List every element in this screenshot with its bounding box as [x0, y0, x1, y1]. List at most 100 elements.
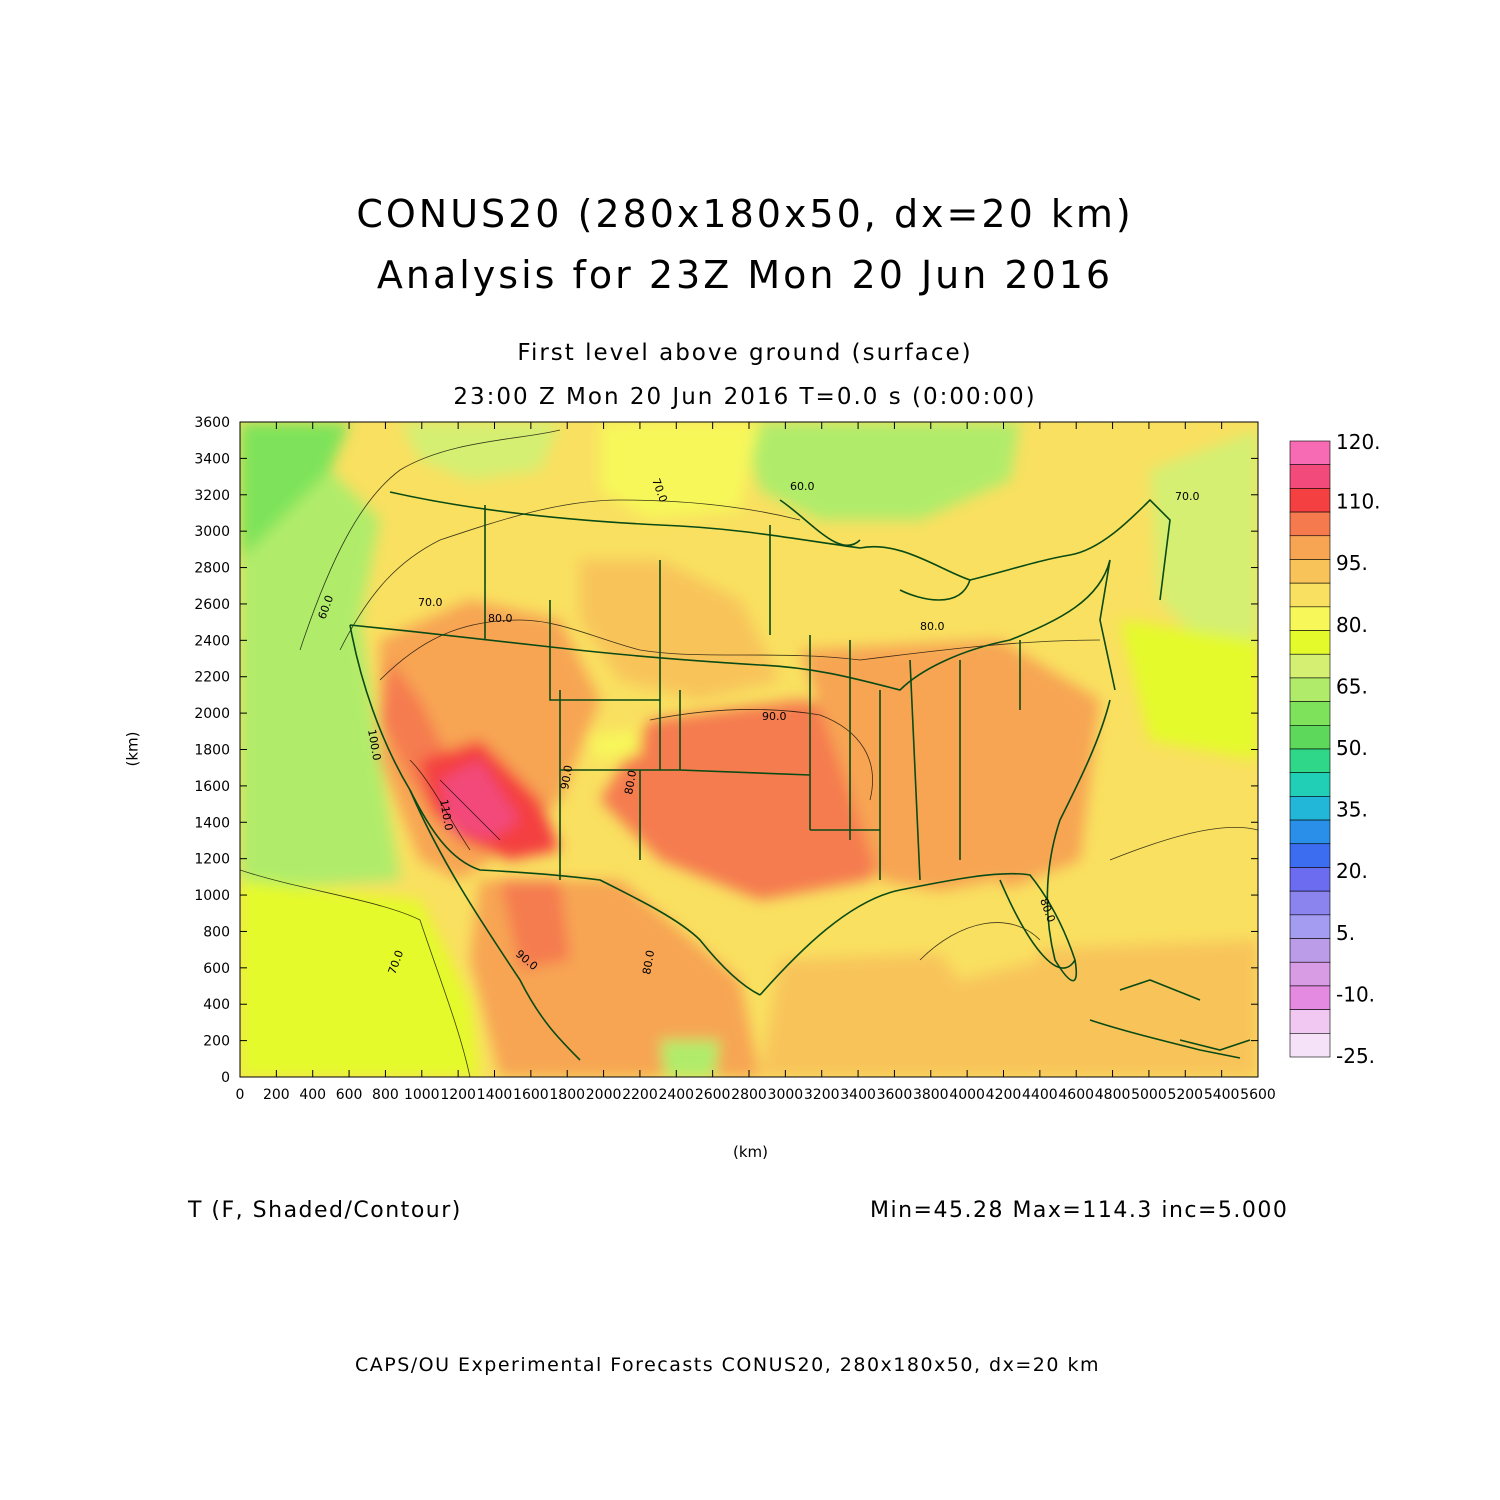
contour-label-80-mexico: 80.0	[640, 949, 657, 975]
colorbar-label: 5.	[1336, 921, 1355, 945]
subtitle-time: 23:00 Z Mon 20 Jun 2016 T=0.0 s (0:00:00…	[453, 384, 1037, 410]
colorbar-swatch	[1289, 914, 1331, 939]
y-axis-unit: (km)	[123, 731, 142, 767]
contour-atlantic	[1109, 827, 1258, 861]
x-tick-label: 200	[263, 1087, 290, 1103]
variable-label: T (F, Shaded/Contour)	[188, 1198, 462, 1223]
y-tick-label: 2000	[194, 706, 230, 722]
x-tick-label: 3000	[768, 1087, 804, 1103]
florida	[999, 879, 1076, 969]
contour-label-80-rockies: 80.0	[622, 769, 639, 795]
contour-label-70-west: 70.0	[418, 596, 443, 609]
x-tick-label: 400	[299, 1087, 326, 1103]
contour-70	[339, 499, 801, 651]
cuba	[1089, 1019, 1241, 1059]
contour-70-south	[240, 869, 471, 1077]
colorbar-swatch	[1289, 511, 1331, 537]
y-tick-label: 1200	[194, 852, 230, 868]
x-tick-label: 1600	[513, 1087, 549, 1103]
x-tick-label: 1400	[477, 1087, 513, 1103]
field-colorado-rockies	[590, 730, 640, 760]
title-line-1: CONUS20 (280x180x50, dx=20 km)	[356, 192, 1134, 236]
contour-60	[299, 429, 561, 651]
x-tick-label: 5400	[1204, 1087, 1240, 1103]
contour-label-70-east: 70.0	[1175, 490, 1200, 503]
y-tick-label: 800	[203, 924, 230, 940]
contour-80	[379, 619, 1101, 681]
contour-label-80-nw: 80.0	[488, 612, 513, 625]
field-gulf-yellow	[900, 880, 1040, 980]
x-tick-label: 1200	[440, 1087, 476, 1103]
x-tick-label: 2200	[622, 1087, 658, 1103]
colorbar-swatch	[1289, 985, 1331, 1010]
us-west-south-coast	[349, 624, 761, 996]
colorbar-label: -25.	[1336, 1044, 1375, 1068]
x-tick-label: 4600	[1058, 1087, 1094, 1103]
colorbar-label: 120.	[1336, 430, 1381, 454]
colorbar-swatch	[1289, 440, 1331, 465]
x-axis: 0 200 400 600 800 1000 1200 1400 1600 1800 2000 220…	[236, 422, 1276, 1103]
colorbar-label: 80.	[1336, 613, 1368, 637]
colorbar: 120. 110. 95. 80. 65. 50. 35. 20. 5. -10. -25.	[1289, 430, 1381, 1068]
colorbar-swatch	[1289, 1009, 1331, 1034]
x-tick-label: 1800	[549, 1087, 585, 1103]
colorbar-swatch	[1289, 630, 1331, 655]
colorbar-swatch	[1289, 653, 1331, 679]
state-lines	[484, 505, 1021, 881]
field-south-pacific	[240, 880, 480, 1077]
field-pacific	[240, 470, 400, 890]
field-max-hotspot	[440, 760, 520, 840]
colorbar-swatch	[1289, 535, 1331, 560]
colorbar-swatch	[1289, 843, 1331, 868]
colorbar-swatch	[1289, 867, 1331, 892]
y-tick-label: 3400	[194, 451, 230, 467]
x-tick-label: 1000	[404, 1087, 440, 1103]
y-tick-label: 3600	[194, 415, 230, 431]
x-tick-label: 0	[236, 1087, 245, 1103]
colorbar-swatch	[1289, 559, 1331, 584]
colorbar-swatch	[1289, 938, 1331, 963]
x-tick-label: 4400	[1022, 1087, 1058, 1103]
us-canada-border	[389, 491, 1171, 601]
temperature-field: 60.0 60.0 70.0 70.0 70.0 70.0 80.0 80.0 …	[240, 422, 1258, 1077]
contour-label-110: 110.0	[437, 798, 455, 831]
y-tick-label: 0	[221, 1070, 230, 1086]
field-atlantic-north	[1150, 430, 1258, 690]
x-tick-label: 4200	[986, 1087, 1022, 1103]
colorbar-swatch	[1289, 890, 1331, 916]
contour-110	[439, 779, 501, 841]
colorbar-label: 35.	[1336, 798, 1368, 822]
contour-gulf-80	[919, 922, 1041, 961]
y-axis: 0 200 400 600 800 1000 1200 1400 1600 1800 2000 220…	[194, 415, 1258, 1086]
x-tick-label: 800	[372, 1087, 399, 1103]
colorbar-swatch	[1289, 582, 1331, 608]
contour-label-100: 100.0	[365, 728, 383, 761]
colorbar-label: 65.	[1336, 674, 1368, 698]
contour-label-90-west: 90.0	[558, 764, 575, 790]
x-tick-label: 5200	[1167, 1087, 1203, 1103]
colorbar-label: 95.	[1336, 551, 1368, 575]
x-tick-label: 600	[336, 1087, 363, 1103]
x-tick-label: 3600	[877, 1087, 913, 1103]
y-tick-label: 400	[203, 997, 230, 1013]
field-atlantic	[1120, 620, 1258, 760]
x-tick-label: 4000	[949, 1087, 985, 1103]
y-tick-label: 1400	[194, 815, 230, 831]
colorbar-label: 50.	[1336, 736, 1368, 760]
title-line-2: Analysis for 23Z Mon 20 Jun 2016	[376, 253, 1114, 297]
y-tick-label: 3200	[194, 488, 230, 504]
y-tick-label: 1600	[194, 779, 230, 795]
political-boundaries	[349, 491, 1251, 1061]
colorbar-swatch	[1289, 748, 1331, 773]
colorbar-label: -10.	[1336, 982, 1375, 1006]
caribbean-islands	[1119, 979, 1251, 1051]
y-tick-label: 1800	[194, 743, 230, 759]
contour-100	[409, 759, 471, 851]
colorbar-swatch	[1289, 772, 1331, 797]
field-canada-west	[400, 422, 560, 480]
x-tick-label: 2400	[658, 1087, 694, 1103]
x-tick-label: 3400	[840, 1087, 876, 1103]
contour-label-80-ne: 80.0	[920, 620, 945, 633]
y-tick-label: 2800	[194, 561, 230, 577]
x-tick-label: 2600	[695, 1087, 731, 1103]
